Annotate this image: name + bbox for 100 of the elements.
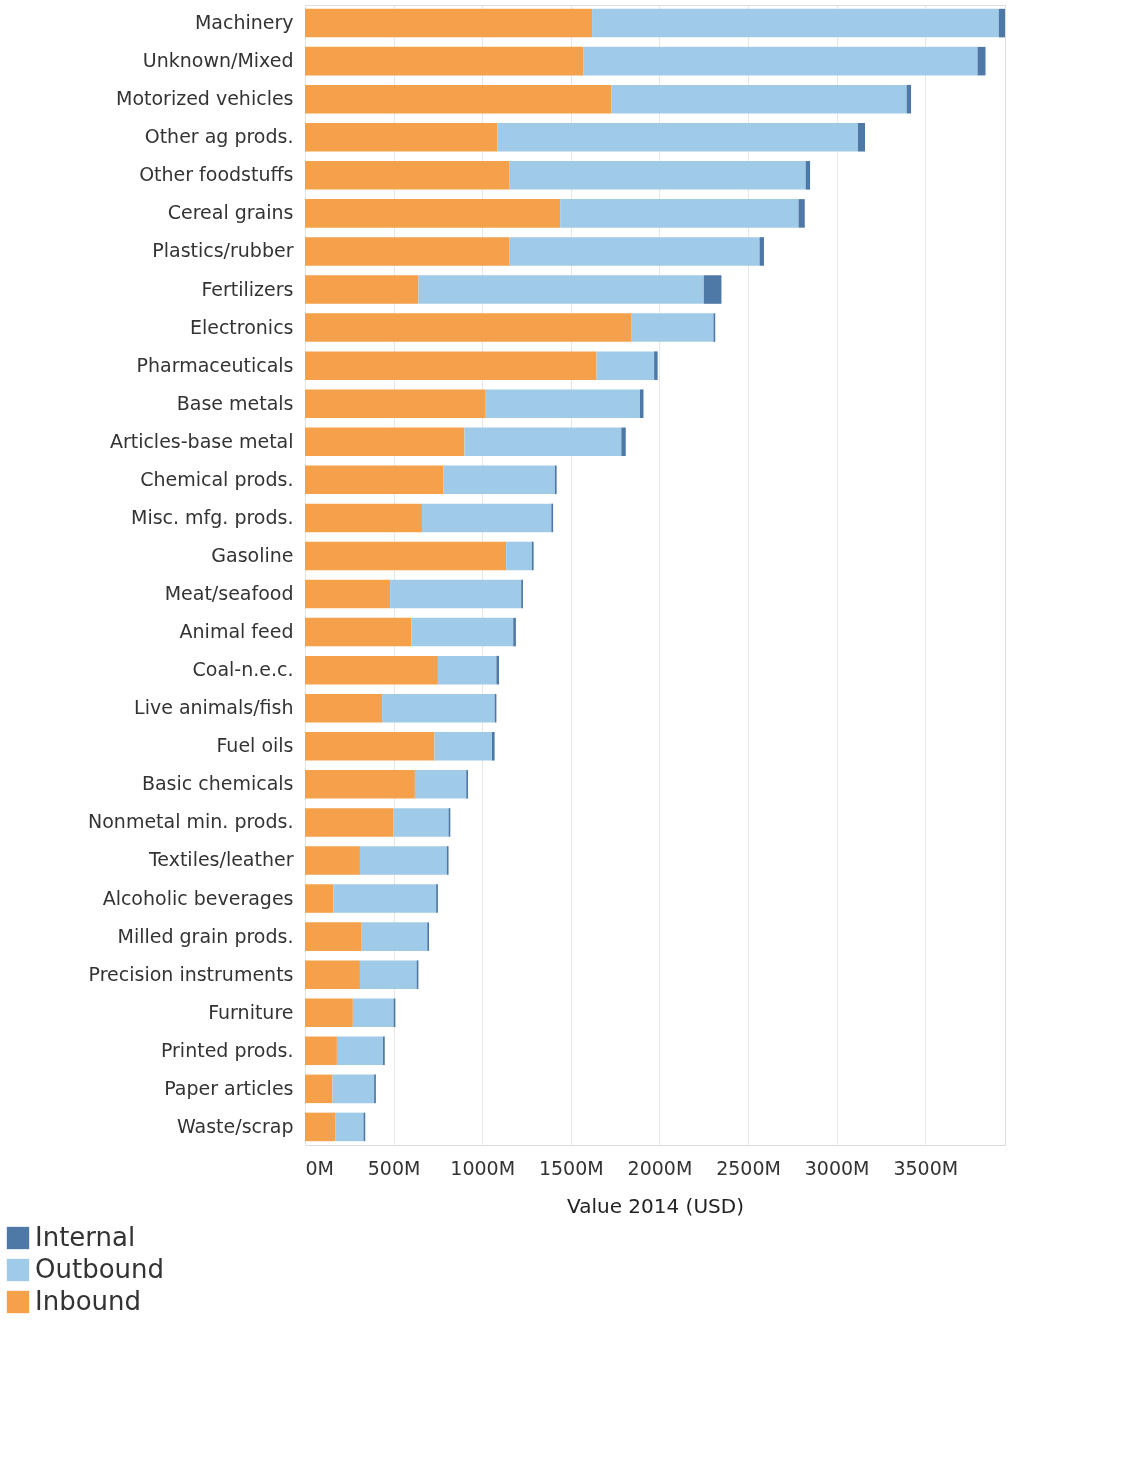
bar [305, 1036, 337, 1066]
bar [798, 199, 805, 228]
bar [305, 389, 486, 418]
x-tick-label: 0M [305, 1156, 334, 1179]
bar [411, 617, 514, 647]
bar [434, 732, 492, 761]
bar [305, 84, 612, 114]
y-tick-label: Furniture [208, 1000, 294, 1023]
bar [998, 8, 1005, 38]
bar [703, 275, 722, 304]
bar [305, 770, 415, 799]
bar [352, 998, 394, 1027]
y-tick-label: Nonmetal min. prods. [88, 810, 294, 833]
y-tick-label: Chemical prods. [140, 467, 294, 490]
bar [464, 427, 622, 457]
y-tick-label: Electronics [189, 315, 294, 338]
bar [305, 617, 412, 647]
bar [509, 161, 806, 190]
y-tick-label: Misc. mfg. prods. [130, 505, 294, 528]
bar [305, 579, 391, 609]
y-tick-label: Coal-n.e.c. [192, 658, 294, 681]
bar [631, 313, 714, 342]
y-tick-label: Precision instruments [88, 962, 294, 985]
bar [759, 237, 764, 266]
bar [560, 199, 799, 228]
bar [513, 617, 516, 647]
bar [977, 46, 986, 76]
bar [437, 655, 497, 685]
bar [418, 275, 704, 304]
bar [491, 732, 495, 761]
bar [611, 84, 907, 114]
bar [596, 351, 655, 380]
y-tick-label: Basic chemicals [141, 772, 294, 795]
bar [305, 998, 353, 1027]
y-tick-label: Fuel oils [216, 734, 294, 757]
bar [305, 655, 438, 685]
bar [305, 8, 593, 38]
bar [857, 123, 865, 152]
y-tick-label: Motorized vehicles [115, 87, 294, 110]
bar [805, 161, 811, 190]
bar [305, 1074, 333, 1104]
bar [305, 922, 362, 951]
bar [305, 808, 394, 837]
y-tick-label: Machinery [194, 11, 294, 34]
bar [414, 770, 467, 799]
x-tick-label: 500M [367, 1156, 421, 1179]
bar [497, 123, 858, 152]
x-tick-label: 3500M [893, 1156, 959, 1179]
bar [509, 237, 760, 266]
bar [305, 275, 419, 304]
bar [496, 655, 500, 685]
y-tick-label: Plastics/rubber [152, 239, 294, 262]
bar [305, 237, 510, 266]
y-tick-label: Unknown/Mixed [142, 49, 294, 72]
bar [506, 541, 532, 571]
x-tick-label: 1000M [450, 1156, 516, 1179]
y-tick-label: Base metals [176, 391, 294, 414]
legend-label: Internal [35, 1222, 136, 1252]
bar [305, 161, 510, 190]
bar [305, 503, 422, 533]
bar [335, 1112, 364, 1142]
bar [305, 46, 584, 76]
y-tick-label: Live animals/fish [134, 696, 294, 719]
bar [305, 693, 383, 723]
bar [305, 313, 632, 342]
y-tick-label: Other foodstuffs [139, 163, 294, 186]
bar [336, 1036, 383, 1066]
bar [361, 922, 428, 951]
bar [390, 579, 522, 609]
bar [583, 46, 978, 76]
bar [305, 199, 561, 228]
y-tick-label: Meat/seafood [164, 582, 294, 605]
bar [359, 846, 447, 875]
x-tick-label: 3000M [804, 1156, 870, 1179]
legend-label: Outbound [35, 1254, 165, 1284]
x-tick-label: 2000M [627, 1156, 693, 1179]
bar [305, 351, 597, 380]
bar [305, 427, 465, 457]
bar [305, 123, 498, 152]
bar [592, 8, 999, 38]
bar [485, 389, 640, 418]
x-tick-label: 1500M [538, 1156, 604, 1179]
y-tick-label: Printed prods. [160, 1038, 294, 1061]
y-tick-label: Fertilizers [201, 277, 294, 300]
legend-label: Inbound [35, 1286, 142, 1316]
y-tick-label: Textiles/leather [147, 848, 294, 871]
y-tick-label: Milled grain prods. [117, 924, 294, 947]
bar [305, 541, 507, 571]
bar [421, 503, 552, 533]
x-tick-label: 2500M [716, 1156, 781, 1179]
bar [333, 884, 437, 913]
bar [305, 732, 435, 761]
bar [305, 846, 360, 875]
y-tick-label: Cereal grains [167, 201, 294, 224]
bar [443, 465, 555, 495]
bar [654, 351, 658, 380]
bar [393, 808, 449, 837]
bar [305, 960, 360, 989]
y-tick-label: Alcoholic beverages [102, 886, 294, 909]
y-tick-label: Pharmaceuticals [136, 353, 294, 376]
